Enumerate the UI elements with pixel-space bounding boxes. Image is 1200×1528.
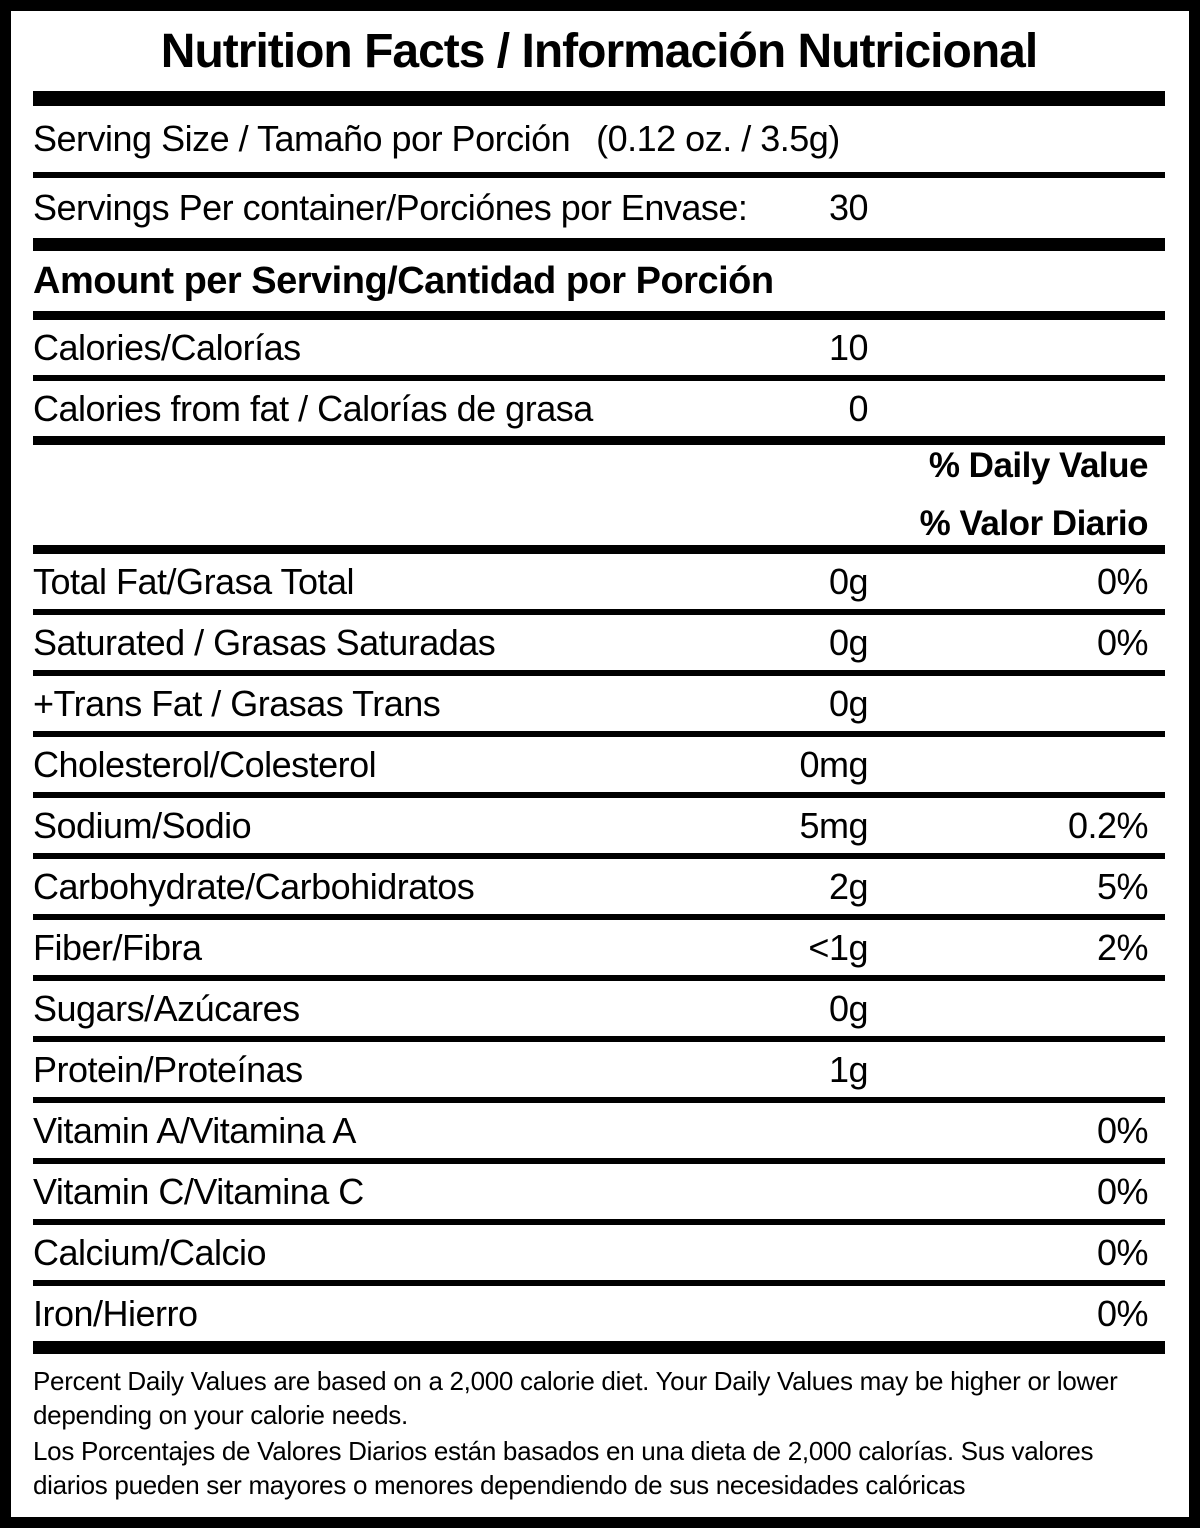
divider [33,670,1165,676]
calories-value: 10 [828,326,869,368]
calories-label: Calories/Calorías [33,326,301,368]
calories-row: Calories/Calorías 10 [33,320,1165,375]
divider [33,436,1165,445]
divider [33,1097,1165,1103]
nutrient-label: Vitamin A/Vitamina A [33,1109,356,1151]
nutrient-label: Iron/Hierro [33,1292,198,1334]
divider [33,545,1165,554]
nutrient-daily-value: 0% [1096,1109,1149,1151]
nutrient-row-cholesterol: Cholesterol/Colesterol 0mg [33,737,1165,792]
nutrient-row-vitamin-c: Vitamin C/Vitamina C 0% [33,1164,1165,1219]
nutrient-amount: 0g [828,682,869,724]
footer-divider-bar [33,1341,1165,1354]
nutrient-label: Carbohydrate/Carbohidratos [33,865,475,907]
amount-per-serving-label: Amount per Serving/Cantidad por Porción [33,259,774,302]
nutrient-amount: 0g [828,621,869,663]
divider [33,311,1165,320]
divider [33,609,1165,615]
serving-size-value: (0.12 oz. / 3.5g) [596,118,840,159]
nutrient-amount: 2g [828,865,869,907]
divider [33,375,1165,381]
nutrient-row-carbohydrate: Carbohydrate/Carbohidratos 2g 5% [33,859,1165,914]
nutrient-amount: 0g [828,987,869,1029]
daily-value-header: % Daily Value % Valor Diario [33,445,1165,545]
divider [33,172,1165,178]
nutrient-label: Fiber/Fibra [33,926,202,968]
nutrient-daily-value: 2% [1096,926,1149,968]
nutrient-row-iron: Iron/Hierro 0% [33,1286,1165,1341]
divider [33,731,1165,737]
nutrient-daily-value: 0% [1096,1170,1149,1212]
nutrient-amount: <1g [808,926,868,968]
nutrient-label: Saturated / Grasas Saturadas [33,621,496,663]
section-divider-bar [33,238,1165,251]
title-divider-bar [33,91,1165,106]
footnote-spanish: Los Porcentajes de Valores Diarios están… [33,1436,1094,1500]
nutrient-row-total-fat: Total Fat/Grasa Total 0g 0% [33,554,1165,609]
calories-from-fat-row: Calories from fat / Calorías de grasa 0 [33,381,1165,436]
nutrient-amount: 5mg [799,804,868,846]
nutrient-row-saturated-fat: Saturated / Grasas Saturadas 0g 0% [33,615,1165,670]
servings-per-container-label: Servings Per container/Porciónes por Env… [33,187,748,228]
nutrient-row-sodium: Sodium/Sodio 5mg 0.2% [33,798,1165,853]
divider [33,914,1165,920]
footnote-english: Percent Daily Values are based on a 2,00… [33,1366,1118,1430]
nutrient-amount: 0g [828,560,869,602]
nutrient-label: Calcium/Calcio [33,1231,267,1273]
serving-size-label: Serving Size / Tamaño por Porción [33,118,571,159]
daily-value-header-en: % Daily Value [928,446,1149,485]
nutrient-daily-value: 0.2% [1067,804,1149,846]
nutrient-label: +Trans Fat / Grasas Trans [33,682,441,724]
nutrient-label: Total Fat/Grasa Total [33,560,355,602]
nutrient-row-fiber: Fiber/Fibra <1g 2% [33,920,1165,975]
serving-size-row: Serving Size / Tamaño por Porción (0.12 … [33,106,1165,172]
nutrient-daily-value: 0% [1096,1292,1149,1334]
nutrient-daily-value: 0% [1096,1231,1149,1273]
divider [33,792,1165,798]
daily-value-header-es: % Valor Diario [919,504,1149,543]
nutrient-row-vitamin-a: Vitamin A/Vitamina A 0% [33,1103,1165,1158]
divider [33,1036,1165,1042]
nutrient-label: Sugars/Azúcares [33,987,300,1029]
nutrient-label: Protein/Proteínas [33,1048,303,1090]
divider [33,1158,1165,1164]
nutrient-daily-value: 0% [1096,621,1149,663]
nutrient-daily-value: 0% [1096,560,1149,602]
footnote: Percent Daily Values are based on a 2,00… [33,1364,1165,1502]
nutrient-row-trans-fat: +Trans Fat / Grasas Trans 0g [33,676,1165,731]
divider [33,1219,1165,1225]
nutrient-amount: 1g [828,1048,869,1090]
nutrient-row-calcium: Calcium/Calcio 0% [33,1225,1165,1280]
nutrient-amount: 0mg [799,743,868,785]
divider [33,975,1165,981]
divider [33,853,1165,859]
nutrient-label: Vitamin C/Vitamina C [33,1170,364,1212]
calories-from-fat-label: Calories from fat / Calorías de grasa [33,387,593,429]
nutrient-label: Cholesterol/Colesterol [33,743,377,785]
amount-per-serving-header: Amount per Serving/Cantidad por Porción [33,251,1165,311]
nutrient-daily-value: 5% [1096,865,1149,907]
servings-per-container-row: Servings Per container/Porciónes por Env… [33,178,1165,238]
servings-per-container-value: 30 [828,187,869,228]
nutrient-row-protein: Protein/Proteínas 1g [33,1042,1165,1097]
divider [33,1280,1165,1286]
label-title: Nutrition Facts / Información Nutriciona… [160,24,1038,78]
calories-from-fat-value: 0 [848,387,868,429]
nutrient-row-sugars: Sugars/Azúcares 0g [33,981,1165,1036]
nutrient-label: Sodium/Sodio [33,804,252,846]
